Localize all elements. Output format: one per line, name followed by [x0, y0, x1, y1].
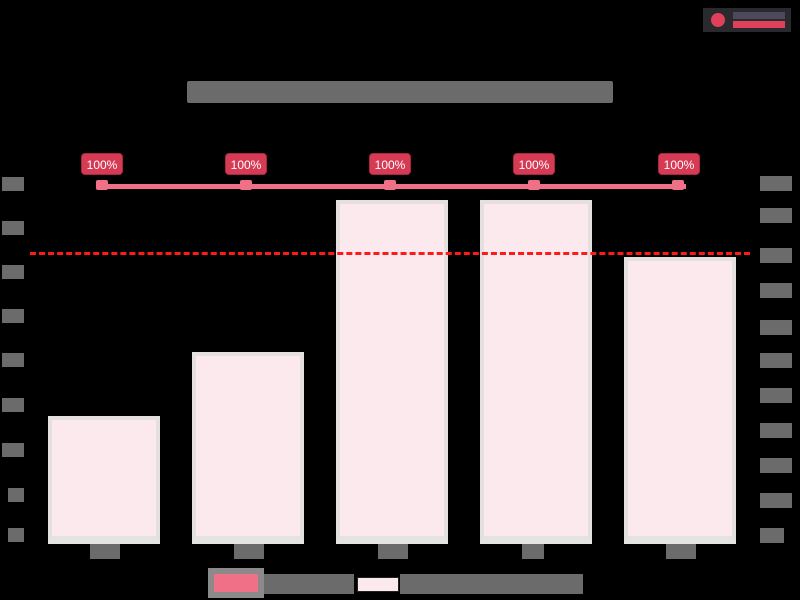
line-point[interactable]	[240, 180, 252, 190]
y2-tick-label	[760, 353, 792, 368]
target-reference-line	[30, 252, 750, 255]
y2-tick-label	[760, 528, 784, 543]
bar-3[interactable]	[336, 200, 448, 544]
line-point[interactable]	[672, 180, 684, 190]
data-label: 100%	[81, 153, 123, 175]
y-tick-label	[2, 353, 24, 367]
x-tick-label	[666, 544, 696, 559]
y-tick-label	[2, 177, 24, 191]
data-label: 100%	[225, 153, 267, 175]
brand-logo	[703, 8, 791, 32]
y-tick-label	[2, 265, 24, 279]
y-tick-label	[8, 488, 24, 502]
data-label: 100%	[369, 153, 411, 175]
y2-tick-label	[760, 458, 792, 473]
y-tick-label	[2, 443, 24, 457]
x-tick-label	[234, 544, 264, 559]
x-tick-label	[378, 544, 408, 559]
y-tick-label	[2, 398, 24, 412]
legend-swatch-line[interactable]	[208, 568, 264, 598]
line-point[interactable]	[384, 180, 396, 190]
y2-tick-label	[760, 493, 792, 508]
x-tick-label	[90, 544, 120, 559]
y-tick-label	[2, 309, 24, 323]
x-tick-label	[522, 544, 544, 559]
y2-tick-label	[760, 176, 792, 191]
y2-tick-label	[760, 208, 792, 223]
legend-label-bar	[400, 574, 583, 594]
y2-tick-label	[760, 283, 792, 298]
chart-title	[187, 81, 613, 103]
y2-tick-label	[760, 388, 792, 403]
y2-tick-label	[760, 320, 792, 335]
bar-1[interactable]	[48, 416, 160, 544]
bar-4[interactable]	[480, 200, 592, 544]
y-tick-label	[8, 528, 24, 542]
logo-globe-icon	[711, 13, 725, 27]
line-point[interactable]	[528, 180, 540, 190]
y2-tick-label	[760, 248, 792, 263]
legend-label-line	[264, 574, 354, 594]
bar-2[interactable]	[192, 352, 304, 544]
data-label: 100%	[658, 153, 700, 175]
legend-swatch-bar[interactable]	[357, 577, 399, 592]
y-tick-label	[2, 221, 24, 235]
bar-5[interactable]	[624, 257, 736, 544]
line-point[interactable]	[96, 180, 108, 190]
y2-tick-label	[760, 423, 792, 438]
logo-text-top	[733, 12, 785, 19]
logo-text-bottom	[733, 21, 785, 28]
data-label: 100%	[513, 153, 555, 175]
